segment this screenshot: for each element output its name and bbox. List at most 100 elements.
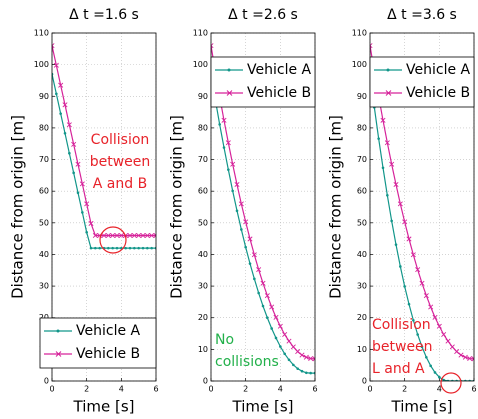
annotation: collisions xyxy=(215,354,279,370)
marker-x xyxy=(153,232,156,238)
marker-x xyxy=(441,331,447,338)
marker-x xyxy=(286,338,292,344)
marker-dot xyxy=(300,369,304,373)
chart-title: Δ t =3.6 s xyxy=(387,7,457,23)
y-tick-label: 20 xyxy=(198,313,208,322)
marker-dot xyxy=(72,171,75,175)
y-axis-label: Distance from origin [m] xyxy=(327,115,345,299)
marker-dot xyxy=(150,246,153,250)
marker-x xyxy=(225,140,231,146)
marker-x xyxy=(211,43,214,49)
marker-dot xyxy=(94,246,97,250)
marker-x xyxy=(264,293,270,299)
annotation: between xyxy=(90,154,151,170)
marker-dot xyxy=(420,345,424,349)
plot-lines xyxy=(370,43,474,381)
annotation: Collision xyxy=(372,317,431,333)
marker-x xyxy=(370,43,373,49)
marker-dot xyxy=(244,245,247,249)
legend: Vehicle A Vehicle B xyxy=(210,56,316,108)
marker-dot xyxy=(85,231,88,234)
annotation: Collision xyxy=(91,132,150,148)
y-tick-label: 90 xyxy=(198,92,208,101)
marker-x xyxy=(131,232,137,238)
marker-dot xyxy=(287,358,291,362)
marker-dot xyxy=(231,189,234,193)
marker-x xyxy=(419,280,425,286)
marker-dot xyxy=(248,262,252,265)
marker-x xyxy=(445,338,451,344)
y-tick-label: 100 xyxy=(193,60,208,69)
legend-marker xyxy=(385,90,392,96)
marker-dot xyxy=(279,345,282,348)
y-tick-label: 10 xyxy=(198,345,208,354)
marker-dot xyxy=(412,318,415,322)
legend-label: Vehicle B xyxy=(247,85,311,101)
marker-dot xyxy=(377,137,380,140)
y-tick-label: 110 xyxy=(352,29,367,38)
marker-x xyxy=(136,232,142,238)
marker-dot xyxy=(227,168,230,171)
x-tick-label: 6 xyxy=(471,385,476,394)
marker-x xyxy=(462,354,468,360)
x-tick-label: 6 xyxy=(312,385,317,394)
y-tick-label: 30 xyxy=(198,282,208,291)
marker-x xyxy=(238,201,244,207)
y-tick-label: 0 xyxy=(362,377,367,386)
marker-x xyxy=(312,356,315,362)
y-tick-label: 80 xyxy=(198,123,208,132)
marker-x xyxy=(380,117,386,123)
marker-dot xyxy=(274,336,278,340)
marker-dot xyxy=(141,246,145,250)
y-tick-label: 70 xyxy=(198,155,208,164)
legend-label: Vehicle B xyxy=(406,85,470,101)
marker-dot xyxy=(309,371,312,375)
marker-dot xyxy=(429,364,432,368)
marker-x xyxy=(282,331,288,338)
marker-x xyxy=(454,349,460,355)
legend-label: Vehicle A xyxy=(406,62,471,78)
marker-x xyxy=(402,219,408,225)
legend-label: Vehicle A xyxy=(247,62,312,78)
marker-x xyxy=(88,220,94,226)
marker-x xyxy=(458,352,464,358)
marker-x xyxy=(471,356,474,362)
marker-x xyxy=(75,161,81,167)
marker-dot xyxy=(425,355,428,359)
marker-x xyxy=(53,62,59,68)
marker-x xyxy=(118,232,124,238)
marker-x xyxy=(308,356,314,362)
y-tick-label: 110 xyxy=(193,29,208,38)
marker-x xyxy=(140,232,146,238)
marker-dot xyxy=(261,304,265,308)
marker-x xyxy=(221,117,227,123)
marker-dot xyxy=(266,316,269,320)
marker-dot xyxy=(257,291,260,295)
y-tick-label: 100 xyxy=(352,60,367,69)
y-tick-label: 50 xyxy=(357,218,367,227)
marker-x xyxy=(105,232,111,238)
y-tick-label: 110 xyxy=(34,29,49,38)
marker-x xyxy=(101,232,107,238)
annotation: No xyxy=(215,332,234,348)
x-tick-label: 2 xyxy=(402,385,407,394)
legend-label: Vehicle A xyxy=(76,323,141,339)
legend-marker xyxy=(386,68,390,72)
marker-x xyxy=(58,82,64,88)
y-tick-label: 40 xyxy=(39,250,49,259)
marker-x xyxy=(303,354,309,360)
marker-x xyxy=(277,323,283,329)
marker-x xyxy=(428,304,434,310)
y-tick-label: 0 xyxy=(203,377,208,386)
y-tick-label: 40 xyxy=(357,250,367,259)
chart-title: Δ t =1.6 s xyxy=(69,7,139,23)
y-tick-label: 70 xyxy=(39,155,49,164)
marker-dot xyxy=(305,371,308,375)
marker-dot xyxy=(115,246,119,250)
legend-box xyxy=(210,56,316,108)
marker-dot xyxy=(111,246,114,250)
marker-x xyxy=(406,236,412,242)
marker-x xyxy=(52,43,55,49)
y-axis-label: Distance from origin [m] xyxy=(168,115,186,299)
annotation: L and A xyxy=(372,361,425,377)
